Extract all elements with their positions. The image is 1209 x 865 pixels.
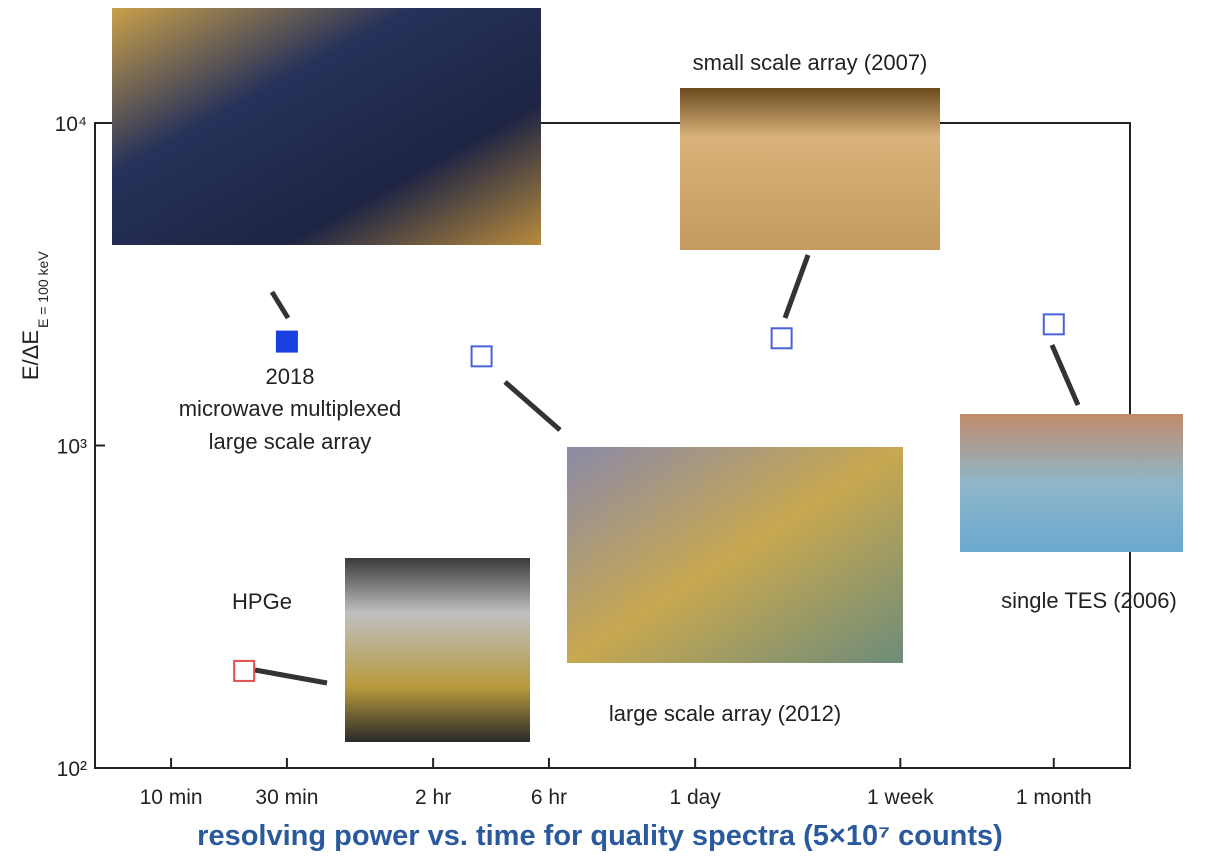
chart-title: resolving power vs. time for quality spe…: [197, 820, 1003, 852]
photo-microwave-array: [112, 8, 541, 245]
point: [233, 659, 256, 682]
annotation: small scale array (2007): [693, 50, 928, 75]
x-tick-label: 1 day: [669, 786, 721, 809]
connector: [503, 380, 562, 432]
annotation: microwave multiplexed: [179, 396, 402, 421]
x-tick-label: 30 min: [255, 786, 318, 809]
photos: [112, 8, 1183, 742]
x-tick-label: 1 week: [867, 786, 934, 809]
x-tick-label: 10 min: [140, 786, 203, 809]
point: [275, 330, 298, 353]
y-label: E/ΔE: [18, 330, 43, 380]
annotation: large scale array: [209, 429, 372, 454]
x-tick-label: 1 month: [1016, 786, 1092, 809]
photo-large-array: [567, 447, 903, 663]
y-label-sub: E = 100 keV: [35, 251, 51, 328]
x-tick-label: 6 hr: [531, 786, 567, 809]
y-axis-label: E/ΔE E = 100 keV: [18, 251, 51, 380]
y-tick-label: 10²: [57, 758, 87, 781]
connectors: [254, 254, 1081, 686]
y-tick-label: 10³: [57, 436, 87, 459]
connector: [1049, 344, 1081, 406]
annotation: 2018: [266, 364, 315, 389]
photo-hpge: [345, 558, 530, 742]
point: [1042, 313, 1065, 336]
point: [470, 345, 493, 368]
y-tick-label: 10⁴: [55, 113, 87, 136]
connector: [269, 290, 291, 320]
photo-single-tes: [960, 414, 1183, 552]
annotation: HPGe: [232, 589, 292, 614]
connector: [782, 254, 811, 319]
photo-small-array: [680, 88, 940, 250]
point: [770, 327, 793, 350]
connector: [254, 667, 328, 686]
annotation: large scale array (2012): [609, 701, 841, 726]
x-tick-label: 2 hr: [415, 786, 451, 809]
annotation: single TES (2006): [1001, 588, 1177, 613]
